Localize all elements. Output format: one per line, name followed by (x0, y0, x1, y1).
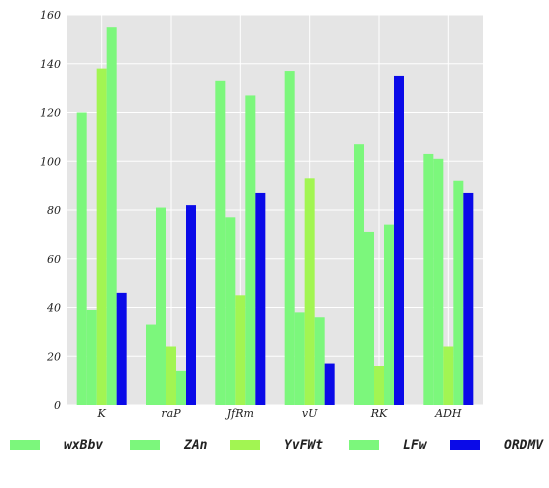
legend-item: ORDMV (450, 430, 543, 460)
legend-swatch (230, 440, 260, 450)
bar-ORDMV-raP (186, 205, 196, 405)
legend-label: ORDMV (504, 437, 544, 453)
y-tick-label: 140 (40, 58, 61, 71)
bar-wxBbv-JfRm (215, 80, 226, 405)
legend: wxBbv ZAn YvFWt LFw ORDMV (0, 430, 549, 460)
bar-wxBbv-vU (284, 71, 295, 405)
bar-ORDMV-K (116, 292, 127, 405)
bar-LFw-K (106, 27, 117, 405)
bar-ORDMV-ADH (463, 192, 474, 405)
legend-item: LFw (349, 430, 426, 460)
legend-label: ZAn (184, 437, 208, 453)
legend-label: YvFWt (284, 437, 324, 453)
x-tick-label: K (97, 407, 107, 420)
legend-label: LFw (403, 437, 427, 453)
bar-LFw-vU (314, 317, 325, 405)
y-tick-label: 80 (47, 204, 61, 217)
x-tick-label: JfRm (225, 407, 254, 420)
bar-ORDMV-JfRm (255, 192, 266, 405)
legend-item: wxBbv (10, 430, 103, 460)
bar-ORDMV-vU (324, 363, 335, 405)
bar-YvFWt-vU (304, 178, 315, 405)
bar-wxBbv-RK (354, 144, 364, 405)
legend-swatch (130, 440, 160, 450)
bar-LFw-JfRm (245, 95, 256, 405)
bar-YvFWt-K (96, 68, 107, 405)
bars-group (76, 27, 474, 405)
legend-swatch (10, 440, 40, 450)
legend-label: wxBbv (64, 437, 104, 453)
bar-LFw-ADH (453, 180, 464, 405)
bar-ZAn-RK (364, 231, 374, 405)
bar-LFw-RK (384, 224, 394, 405)
y-tick-label: 40 (46, 302, 61, 315)
x-tick-label: vU (302, 407, 318, 420)
legend-swatch (349, 440, 379, 450)
y-tick-label: 100 (40, 155, 61, 168)
bar-YvFWt-RK (374, 366, 384, 405)
y-tick-label: 0 (54, 399, 61, 412)
legend-item: YvFWt (230, 430, 323, 460)
y-axis: 0 20 40 60 80 100 120 140 160 (40, 9, 61, 412)
bar-ZAn-vU (294, 312, 305, 405)
bar-YvFWt-JfRm (235, 295, 246, 405)
bar-LFw-raP (176, 370, 186, 405)
y-tick-label: 160 (40, 9, 61, 22)
bar-ZAn-K (86, 309, 97, 405)
legend-item: ZAn (130, 430, 207, 460)
bar-wxBbv-K (76, 112, 87, 405)
bar-ZAn-ADH (433, 158, 444, 405)
bar-ZAn-raP (156, 207, 166, 405)
bar-YvFWt-raP (166, 346, 176, 405)
bar-ZAn-JfRm (225, 217, 236, 405)
y-tick-label: 20 (46, 350, 61, 363)
bar-wxBbv-ADH (423, 153, 434, 405)
x-tick-label: ADH (434, 407, 462, 420)
bar-YvFWt-ADH (443, 346, 454, 405)
legend-swatch (450, 440, 480, 450)
x-tick-label: raP (161, 407, 181, 420)
bar-wxBbv-raP (146, 324, 156, 405)
x-tick-label: RK (370, 407, 388, 420)
bar-ORDMV-RK (394, 75, 404, 405)
y-tick-label: 60 (47, 253, 61, 266)
y-tick-label: 120 (40, 107, 61, 120)
